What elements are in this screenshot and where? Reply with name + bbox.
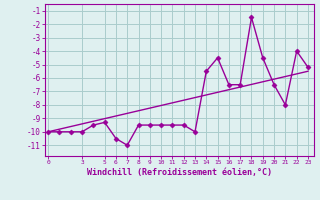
X-axis label: Windchill (Refroidissement éolien,°C): Windchill (Refroidissement éolien,°C) <box>87 168 272 177</box>
